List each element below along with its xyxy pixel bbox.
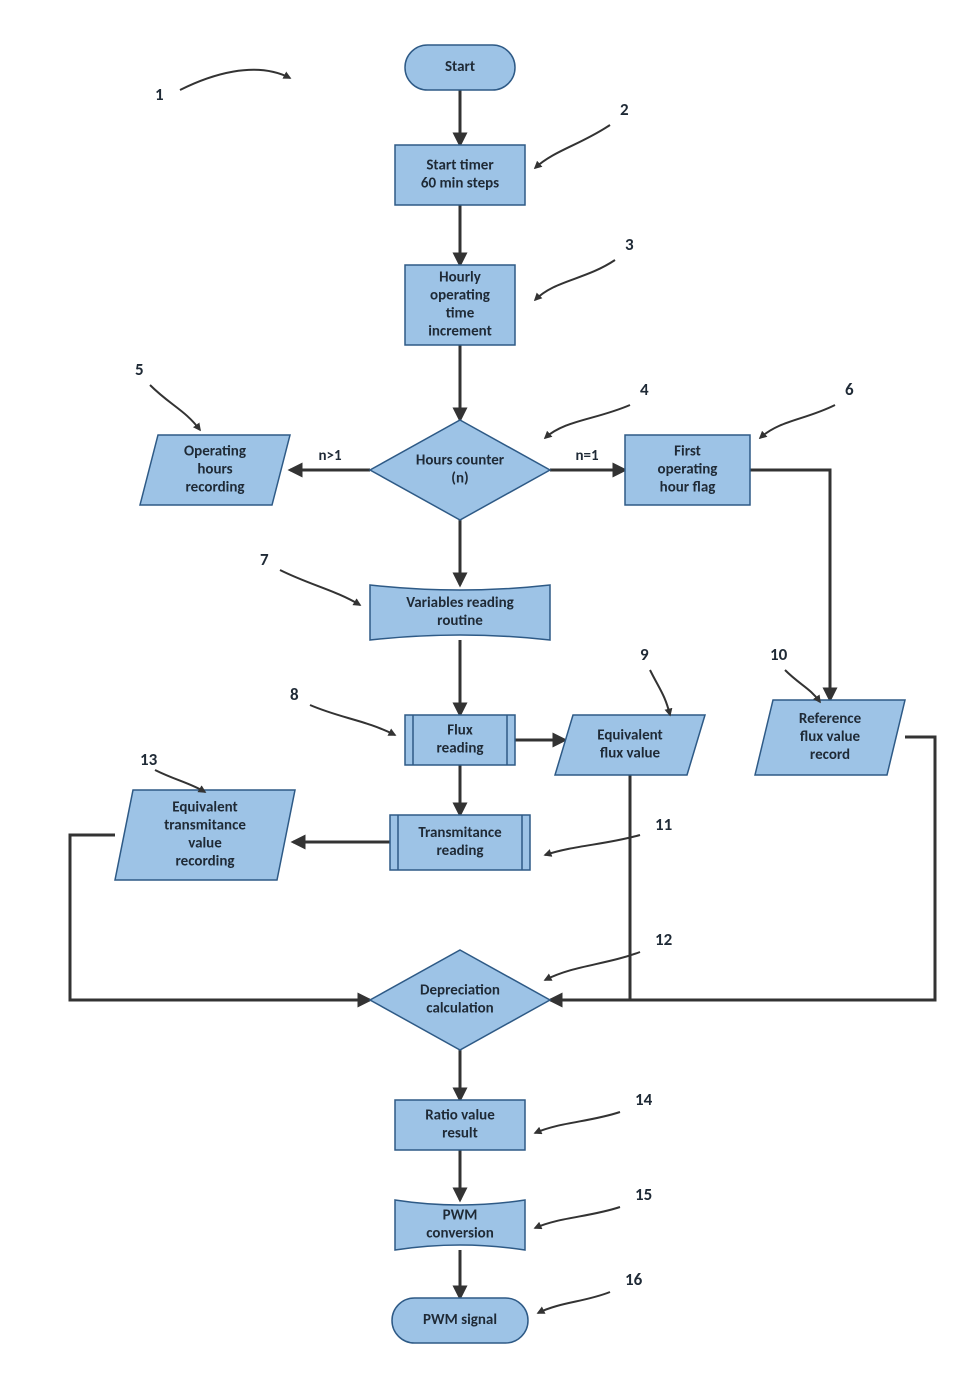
callout-arrow — [650, 670, 670, 715]
node-ophours: Operatinghoursrecording — [140, 435, 290, 505]
node-label: hours — [197, 461, 232, 479]
callout-number: 10 — [770, 644, 788, 665]
node-hourly: Hourlyoperatingtimeincrement — [405, 265, 515, 345]
node-label: calculation — [426, 1000, 493, 1018]
node-label: Equivalent — [172, 799, 238, 817]
callout-arrow — [535, 1112, 620, 1133]
callout-arrow — [155, 770, 205, 792]
callout-arrow — [150, 385, 200, 430]
node-decision1: Hours counter(n) — [370, 420, 550, 520]
node-label: hour flag — [660, 479, 716, 497]
callout-number: 13 — [140, 749, 158, 770]
node-label: recording — [175, 853, 234, 871]
callout-number: 1 — [155, 84, 164, 105]
callout-arrow — [310, 705, 395, 735]
node-refflux: Referenceflux valuerecord — [755, 700, 905, 775]
nodes-layer: StartStart timer60 min stepsHourlyoperat… — [115, 45, 905, 1343]
node-label: flux value — [800, 728, 861, 746]
node-label: Hourly — [439, 269, 482, 287]
callout-number: 12 — [655, 929, 673, 950]
callout-number: 7 — [260, 549, 269, 570]
callout-arrow — [180, 70, 290, 90]
edge-label: n=1 — [575, 447, 599, 465]
node-label: operating — [430, 287, 490, 305]
node-label: record — [810, 746, 850, 764]
node-label: PWM signal — [423, 1311, 497, 1329]
node-label: Hours counter — [416, 452, 505, 470]
node-label: 60 min steps — [421, 175, 499, 193]
callout-arrow — [535, 125, 610, 168]
node-label: Ratio value — [425, 1107, 495, 1125]
node-label: time — [446, 305, 475, 323]
node-label: (n) — [451, 470, 468, 488]
node-label: recording — [185, 479, 244, 497]
node-label: Variables reading — [406, 594, 514, 612]
node-label: reading — [436, 740, 483, 758]
node-start: Start — [405, 45, 515, 90]
node-label: flux value — [600, 745, 661, 763]
node-timer: Start timer60 min steps — [395, 145, 525, 205]
node-label: Operating — [184, 443, 246, 461]
node-label: Equivalent — [597, 727, 663, 745]
node-label: conversion — [426, 1225, 494, 1243]
callout-arrow — [785, 670, 820, 702]
node-label: operating — [658, 461, 718, 479]
node-pwmconv: PWMconversion — [395, 1200, 525, 1250]
node-label: Start timer — [426, 157, 494, 175]
callout-number: 3 — [625, 234, 634, 255]
callout-arrow — [535, 1207, 620, 1228]
node-ratio: Ratio valueresult — [395, 1100, 525, 1150]
callout-number: 16 — [625, 1269, 643, 1290]
node-label: PWM — [443, 1207, 478, 1225]
edge — [750, 470, 830, 700]
node-label: routine — [437, 612, 483, 630]
callout-arrow — [760, 405, 835, 438]
callout-number: 2 — [620, 99, 629, 120]
node-label: Start — [445, 58, 475, 76]
callout-arrow — [535, 260, 615, 300]
edge-label: n>1 — [318, 447, 342, 465]
node-label: Flux — [447, 722, 473, 740]
node-fluxread: Fluxreading — [405, 715, 515, 765]
callout-number: 8 — [290, 684, 299, 705]
node-pwmsig: PWM signal — [392, 1298, 528, 1343]
flowchart-canvas: n>1 n=1 Start Start timer60 min steps Hourly… — [0, 0, 960, 1375]
node-label: Reference — [799, 710, 862, 728]
callout-arrow — [280, 570, 360, 605]
callout-number: 9 — [640, 644, 649, 665]
callout-arrow — [545, 952, 640, 980]
node-label: First — [674, 443, 701, 461]
callout-arrow — [538, 1292, 610, 1313]
node-label: reading — [436, 842, 483, 860]
node-transread: Transmitancereading — [390, 815, 530, 870]
node-eqtrans: Equivalenttransmitancevaluerecording — [115, 790, 295, 880]
callout-number: 5 — [135, 359, 144, 380]
callout-number: 14 — [635, 1089, 653, 1110]
callout-arrow — [545, 405, 630, 438]
node-varsread: Variables readingroutine — [370, 585, 550, 640]
callout-number: 15 — [635, 1184, 652, 1205]
callout-arrow — [545, 835, 640, 855]
node-firstflag: Firstoperatinghour flag — [625, 435, 750, 505]
node-label: Transmitance — [418, 824, 502, 842]
node-label: Depreciation — [420, 982, 500, 1000]
node-label: result — [442, 1125, 478, 1143]
node-label: increment — [428, 323, 492, 341]
callout-number: 11 — [655, 814, 672, 835]
node-label: transmitance — [164, 817, 246, 835]
node-label: value — [188, 835, 222, 853]
callout-number: 4 — [640, 379, 649, 400]
callout-number: 6 — [845, 379, 854, 400]
node-eqflux: Equivalentflux value — [555, 715, 705, 775]
node-depr: Depreciationcalculation — [370, 950, 550, 1050]
